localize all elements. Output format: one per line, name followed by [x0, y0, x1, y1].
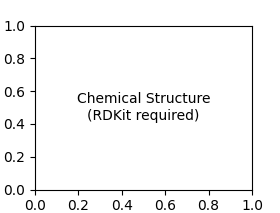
Text: Chemical Structure
(RDKit required): Chemical Structure (RDKit required) [77, 92, 210, 123]
